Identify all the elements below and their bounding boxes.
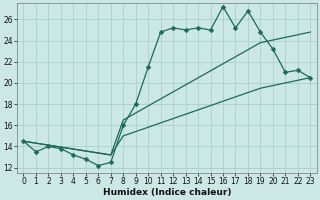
X-axis label: Humidex (Indice chaleur): Humidex (Indice chaleur) [103,188,231,197]
